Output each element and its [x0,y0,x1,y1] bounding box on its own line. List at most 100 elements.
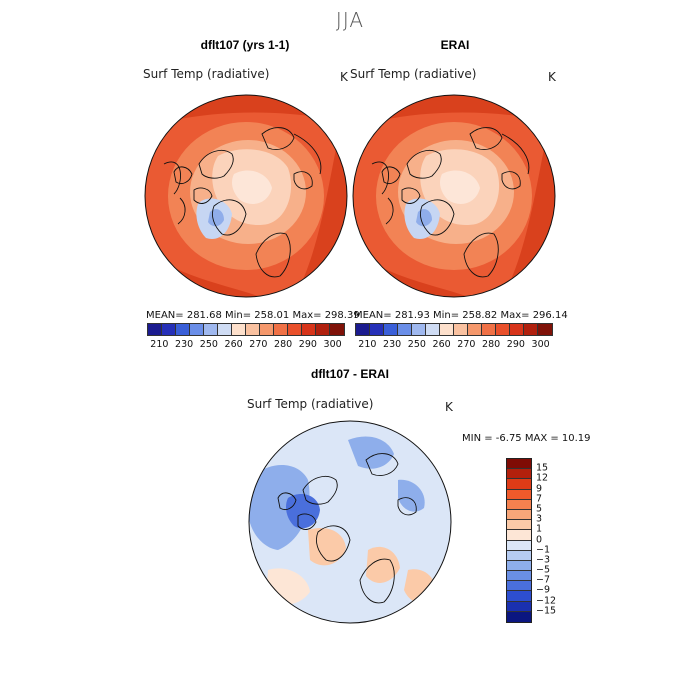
diff-colorbar-swatch [507,560,531,572]
diff-colorbar-labels: 15 12 9 7 5 3 1 0 −1 −3 −5 −7 −9 −12 −15 [536,458,576,621]
diff-colorbar-label: −9 [536,584,551,596]
coastline [277,492,297,511]
diff-colorbar-label: 5 [536,503,543,515]
colorbar-swatch [482,324,496,335]
coastline [255,232,291,278]
diff-colorbar-swatch [507,479,531,490]
coastline [359,558,395,604]
colorbar-swatch [218,324,232,335]
colorbar-tick-label: 260 [224,339,243,350]
coastline [163,161,186,225]
diff-cool-region [348,436,394,469]
coastline [419,199,455,236]
colorbar-swatch [330,324,344,335]
right-colorbar-swatches [355,323,553,336]
coastline [501,171,521,190]
colorbar-swatch [302,324,316,335]
diff-colorbar-swatch [507,459,531,470]
diff-panel-title: dflt107 - ERAI [310,367,389,381]
colorbar-swatch [370,324,384,335]
diff-colorbar-swatch [507,540,531,551]
colorbar-swatch [468,324,482,335]
coastline [401,187,421,204]
polar-ice-zone [440,170,480,204]
colorbar-swatch [148,324,162,335]
colorbar-tick-label: 210 [358,339,377,350]
diff-colorbar-swatch [507,581,531,592]
diff-colorbar-label: 12 [536,472,549,484]
colorbar-tick-label: 300 [531,339,550,350]
colorbar-swatch [232,324,246,335]
right-colorbar-ticks: 210 230 250 260 270 280 290 300 [355,339,553,351]
diff-colorbar-label: 15 [536,462,549,474]
coastline [302,476,338,505]
left-colorbar-swatches [147,323,345,336]
diff-colorbar-label: 1 [536,523,543,535]
left-colorbar: 210 230 250 260 270 280 290 300 [147,323,345,351]
coastline [365,453,399,476]
diff-colorbar-label: −7 [536,574,551,586]
coastline [397,497,417,516]
page-title: JJA [335,8,365,32]
colorbar-swatch [426,324,440,335]
left-colorbar-ticks: 210 230 250 260 270 280 290 300 [147,339,345,351]
colorbar-swatch [260,324,274,335]
coastline [463,232,499,278]
colorbar-swatch [496,324,510,335]
coastline [193,187,213,204]
right-polar-map [352,94,556,298]
diff-colorbar-swatch [507,499,531,510]
diff-colorbar-swatch [507,571,531,582]
diff-cool-region [398,479,425,512]
colorbar-swatch [356,324,370,335]
colorbar-tick-label: 260 [432,339,451,350]
colorbar-tick-label: 230 [175,339,194,350]
diff-colorbar-label: −1 [536,544,551,556]
diff-colorbar [506,458,532,623]
colorbar-swatch [384,324,398,335]
colorbar-swatch [412,324,426,335]
colorbar-tick-label: 210 [150,339,169,350]
diff-colorbar-swatch [507,550,531,561]
coastline [371,161,394,225]
diff-colorbar-label: 9 [536,483,543,495]
colorbar-swatch [440,324,454,335]
right-unit-label: K [548,70,556,84]
coastline [198,150,234,179]
coastline [501,133,530,175]
diff-colorbar-swatch [507,509,531,521]
coastline [293,171,313,190]
diff-warm-region [308,528,346,566]
diff-cool-region [286,494,320,529]
diff-colorbar-label: −3 [536,554,551,566]
colorbar-swatch [398,324,412,335]
diff-colorbar-swatch [507,611,531,622]
colorbar-tick-label: 300 [323,339,342,350]
diff-unit-label: K [445,400,453,414]
colorbar-swatch [316,324,330,335]
left-polar-map [144,94,348,298]
difference-field [249,421,451,623]
diff-colorbar-label: 0 [536,534,543,545]
colorbar-tick-label: 230 [383,339,402,350]
colorbar-tick-label: 280 [482,339,501,350]
diff-colorbar-swatch [507,489,531,500]
colorbar-tick-label: 280 [274,339,293,350]
colorbar-tick-label: 270 [249,339,268,350]
diff-colorbar-label: −12 [536,595,557,607]
polar-ice-zone [232,170,272,204]
colorbar-tick-label: 250 [199,339,218,350]
colorbar-swatch [162,324,176,335]
diff-colorbar-swatch [507,469,531,480]
right-panel-title: ERAI [440,38,470,52]
diff-colorbar-label: −15 [536,605,557,617]
colorbar-swatch [274,324,288,335]
diff-cool-region [249,465,310,550]
colorbar-tick-label: 290 [506,339,525,350]
left-variable-label: Surf Temp (radiative) [143,67,270,81]
diff-polar-map [248,420,452,624]
right-stats: MEAN= 281.93 Min= 258.82 Max= 296.14 [354,310,568,321]
diff-warm-region [366,546,400,583]
colorbar-tick-label: 270 [457,339,476,350]
right-colorbar: 210 230 250 260 270 280 290 300 [355,323,553,351]
